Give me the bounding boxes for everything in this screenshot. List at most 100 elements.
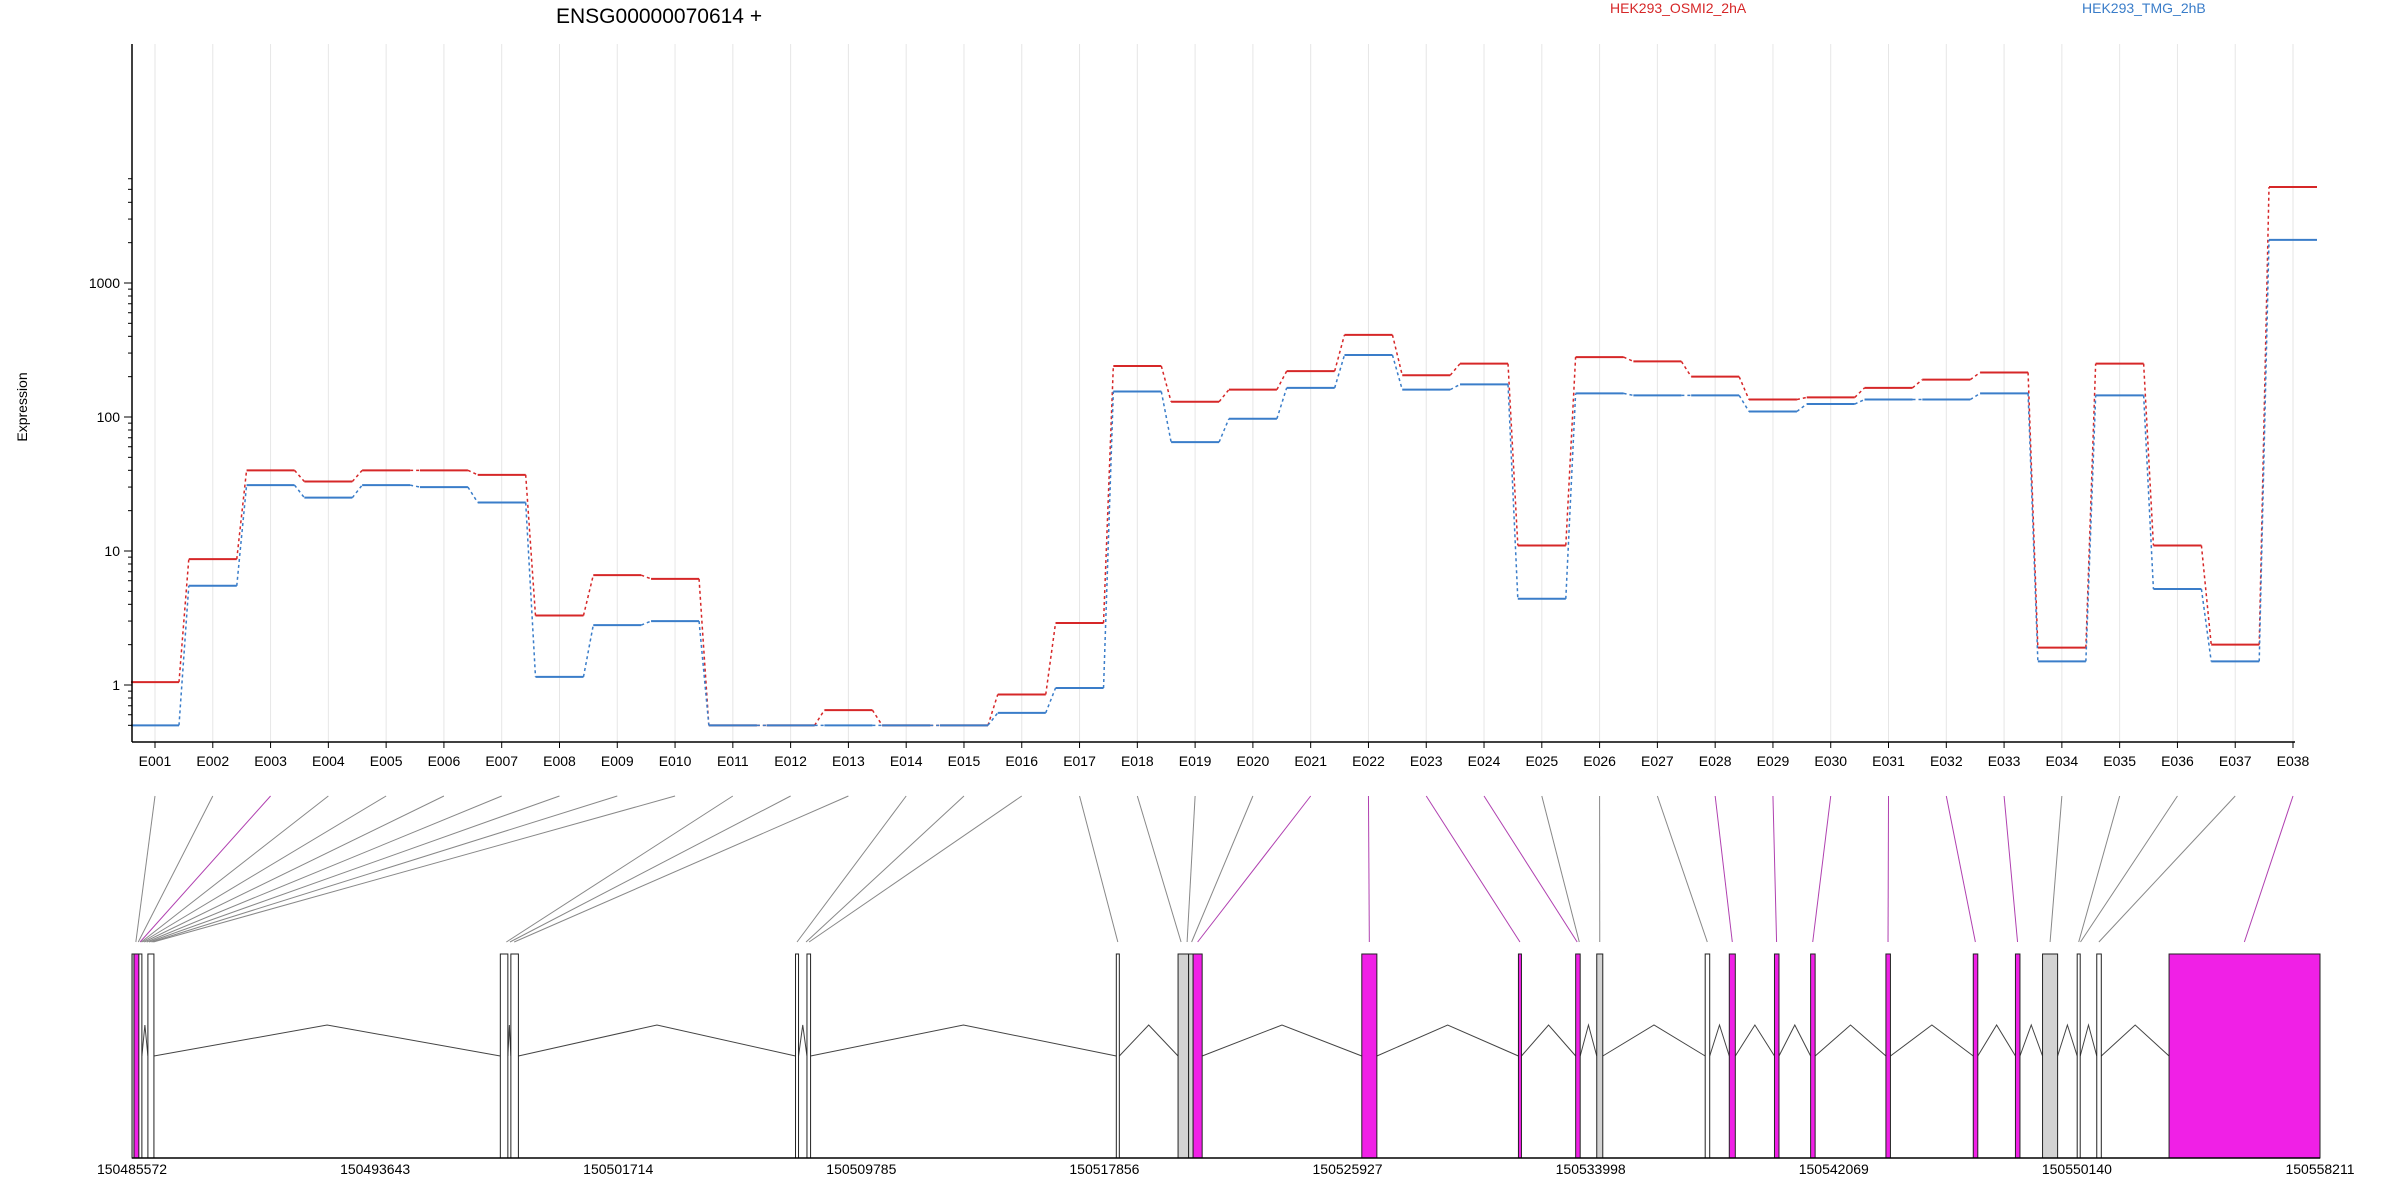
- exon: [1810, 953, 1816, 1159]
- exon: [510, 953, 519, 1159]
- exon-connector: [1079, 795, 1119, 943]
- exon-connector: [1945, 795, 1976, 943]
- y-tick-label: 1000: [89, 275, 120, 291]
- series-connector: [582, 575, 594, 616]
- x-tick-label: E038: [2277, 753, 2310, 769]
- series-0: [131, 186, 2317, 727]
- series-connector: [2142, 363, 2155, 546]
- x-tick-label: E021: [1294, 753, 1327, 769]
- exon: [1575, 953, 1581, 1159]
- series-connector: [1333, 334, 1346, 372]
- exon: [133, 953, 140, 1159]
- exon: [795, 953, 800, 1159]
- intron: [2057, 1023, 2078, 1057]
- intron: [1521, 1024, 1577, 1057]
- series-connector: [698, 578, 710, 726]
- chart-title: ENSG00000070614 +: [556, 5, 762, 28]
- exon-connector: [1197, 795, 1312, 943]
- series-connector: [467, 469, 479, 476]
- series-connector: [1333, 354, 1346, 389]
- exon-connector: [1186, 795, 1196, 943]
- exon: [1885, 953, 1891, 1159]
- exon-connector: [144, 795, 445, 943]
- exon-connector: [146, 795, 502, 943]
- series-connector: [1160, 391, 1172, 443]
- series-connector: [1449, 383, 1461, 391]
- series-connector: [236, 485, 248, 586]
- intron: [1709, 1023, 1730, 1057]
- exon-connector: [2049, 795, 2063, 943]
- series-connector: [2027, 393, 2039, 662]
- exon-connector: [1812, 795, 1832, 943]
- series-connector: [1045, 687, 1057, 714]
- exon-connector: [805, 795, 965, 943]
- series-connector: [1218, 418, 1230, 443]
- x-tick-label: E035: [2103, 753, 2136, 769]
- intron: [810, 1024, 1117, 1057]
- series-connector: [2085, 395, 2097, 662]
- exon: [2042, 953, 2059, 1159]
- x-tick-label: E012: [774, 753, 807, 769]
- exon-connector: [1714, 795, 1733, 943]
- x-tick-label: E037: [2219, 753, 2252, 769]
- exon-connector: [137, 795, 214, 943]
- intron: [2079, 1023, 2098, 1057]
- series-connector: [1218, 389, 1230, 403]
- exon: [2014, 953, 2021, 1159]
- exon-connector: [1656, 795, 1708, 943]
- x-tick-label: E025: [1525, 753, 1558, 769]
- series-connector: [1160, 365, 1172, 402]
- x-tick-label: E007: [485, 753, 518, 769]
- exon: [1773, 953, 1780, 1159]
- exon-connector: [1425, 795, 1521, 943]
- grid-lines: [154, 44, 2294, 742]
- x-tick-label: E029: [1757, 753, 1790, 769]
- coordinate-label: 150533998: [1556, 1161, 1626, 1177]
- y-axis-label: Expression: [14, 372, 30, 441]
- series-connector: [351, 469, 363, 483]
- series-connector: [1912, 379, 1923, 389]
- series-connector: [1738, 376, 1750, 400]
- series-connector: [1449, 363, 1461, 376]
- intron: [2019, 1023, 2044, 1057]
- series-connector: [582, 624, 595, 678]
- coordinate-label: 150485572: [97, 1161, 167, 1177]
- series-connector: [351, 484, 363, 499]
- exon-connector: [148, 795, 560, 943]
- exon-connector: [506, 795, 734, 943]
- exon: [2076, 953, 2081, 1159]
- series-connector: [2200, 545, 2212, 645]
- x-tick-label: E013: [832, 753, 865, 769]
- series-connector: [871, 709, 883, 726]
- x-tick-label: E005: [370, 753, 403, 769]
- series-connector: [1969, 392, 1981, 401]
- series-connector: [1854, 398, 1865, 405]
- x-tick-label: E036: [2161, 753, 2194, 769]
- x-tick-label: E019: [1179, 753, 1212, 769]
- x-tick-label: E020: [1237, 753, 1270, 769]
- series-connector: [2027, 372, 2039, 648]
- x-tick-label: E032: [1930, 753, 1963, 769]
- x-tick-label: E026: [1583, 753, 1616, 769]
- exon: [1517, 953, 1522, 1159]
- x-tick-label: E006: [428, 753, 461, 769]
- x-tick-label: E004: [312, 753, 345, 769]
- intron: [1778, 1023, 1812, 1057]
- exon: [1704, 953, 1711, 1159]
- coordinate-label: 150558211: [2285, 1161, 2354, 1177]
- exon-connector: [151, 795, 618, 943]
- legend-series-tmg: HEK293_TMG_2hB: [2082, 0, 2206, 16]
- x-tick-label: E031: [1872, 753, 1905, 769]
- exon: [2168, 953, 2321, 1159]
- x-tick-label: E017: [1063, 753, 1096, 769]
- exon: [499, 953, 509, 1159]
- x-tick-label: E016: [1005, 753, 1038, 769]
- series-connector: [2085, 363, 2097, 648]
- exon-connector: [153, 795, 676, 943]
- x-tick-label: E022: [1352, 753, 1385, 769]
- series-connector: [987, 694, 999, 726]
- series-connector: [1738, 394, 1750, 412]
- intron: [141, 1024, 149, 1057]
- x-tick-label: E027: [1641, 753, 1674, 769]
- x-tick-label: E014: [890, 753, 923, 769]
